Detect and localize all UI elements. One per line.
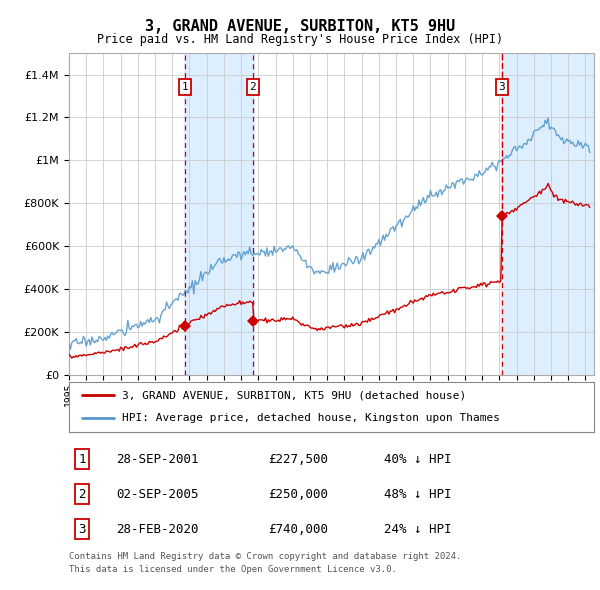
Text: 3, GRAND AVENUE, SURBITON, KT5 9HU: 3, GRAND AVENUE, SURBITON, KT5 9HU <box>145 19 455 34</box>
Text: 28-SEP-2001: 28-SEP-2001 <box>116 453 199 466</box>
Text: 3: 3 <box>499 82 505 92</box>
Text: This data is licensed under the Open Government Licence v3.0.: This data is licensed under the Open Gov… <box>69 565 397 574</box>
Text: 48% ↓ HPI: 48% ↓ HPI <box>384 487 452 501</box>
Text: £740,000: £740,000 <box>269 523 329 536</box>
Text: HPI: Average price, detached house, Kingston upon Thames: HPI: Average price, detached house, King… <box>121 414 499 424</box>
Text: 1: 1 <box>79 453 86 466</box>
Bar <box>184 53 254 375</box>
Text: Price paid vs. HM Land Registry's House Price Index (HPI): Price paid vs. HM Land Registry's House … <box>97 33 503 46</box>
Text: Contains HM Land Registry data © Crown copyright and database right 2024.: Contains HM Land Registry data © Crown c… <box>69 552 461 561</box>
Text: 3: 3 <box>79 523 86 536</box>
Text: 1: 1 <box>182 82 188 92</box>
Text: 28-FEB-2020: 28-FEB-2020 <box>116 523 199 536</box>
Bar <box>501 53 594 375</box>
Text: 3, GRAND AVENUE, SURBITON, KT5 9HU (detached house): 3, GRAND AVENUE, SURBITON, KT5 9HU (deta… <box>121 390 466 400</box>
Text: 2: 2 <box>249 82 256 92</box>
Text: £250,000: £250,000 <box>269 487 329 501</box>
Text: 02-SEP-2005: 02-SEP-2005 <box>116 487 199 501</box>
Text: £227,500: £227,500 <box>269 453 329 466</box>
Text: 40% ↓ HPI: 40% ↓ HPI <box>384 453 452 466</box>
Text: 24% ↓ HPI: 24% ↓ HPI <box>384 523 452 536</box>
Text: 2: 2 <box>79 487 86 501</box>
